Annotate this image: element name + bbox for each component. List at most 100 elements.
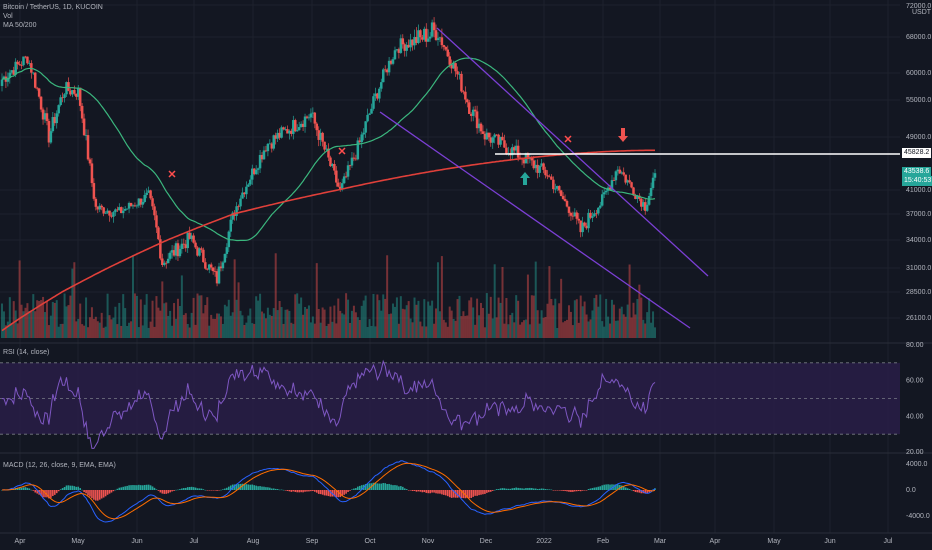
price-axis-label: 31000.0 <box>906 265 931 272</box>
volume-bar <box>497 297 500 338</box>
candle-body <box>204 262 207 269</box>
macd-histogram-bar <box>495 489 498 490</box>
candle-body <box>311 112 315 114</box>
volume-bar <box>395 297 398 338</box>
macd-histogram-bar <box>599 486 602 490</box>
macd-histogram-bar <box>227 486 230 490</box>
volume-bar <box>425 326 428 338</box>
macd-histogram-bar <box>22 487 25 490</box>
candle-body <box>403 44 406 51</box>
macd-histogram-bar <box>55 490 58 494</box>
candle-body <box>170 250 174 253</box>
volume-bar <box>294 294 297 338</box>
macd-histogram-bar <box>294 490 297 492</box>
macd-histogram-bar <box>351 489 353 490</box>
macd-histogram-bar <box>110 490 113 493</box>
macd-histogram-bar <box>382 483 385 490</box>
candle-body <box>610 180 614 191</box>
macd-histogram-bar <box>527 488 529 490</box>
symbol-legend[interactable]: Bitcoin / TetherUS, 1D, KUCOIN <box>3 4 103 11</box>
macd-histogram-bar <box>40 490 42 497</box>
volume-bar <box>49 315 52 338</box>
volume-bar <box>22 311 25 338</box>
volume-bar <box>403 309 406 338</box>
volume-bar <box>69 295 72 338</box>
candle-body <box>628 180 631 183</box>
macd-histogram-bar <box>491 490 494 491</box>
macd-axis-label: -4000.0 <box>906 513 930 520</box>
macd-histogram-bar <box>81 489 83 491</box>
macd-histogram-bar <box>147 484 150 490</box>
volume-bar <box>560 278 563 338</box>
volume-bar <box>386 255 389 338</box>
volume-bar <box>470 297 473 338</box>
macd-histogram-bar <box>497 489 500 490</box>
macd-histogram-bar <box>167 490 169 494</box>
candle-body <box>96 206 100 210</box>
macd-histogram-bar <box>204 489 207 491</box>
candle-body <box>393 50 397 60</box>
candle-body <box>55 113 58 124</box>
rsi-axis-label: 80.00 <box>906 342 924 349</box>
candle-body <box>307 117 311 119</box>
macd-histogram-bar <box>42 490 44 498</box>
candle-body <box>411 39 414 46</box>
rsi-legend[interactable]: RSI (14, close) <box>3 349 50 356</box>
macd-histogram-bar <box>155 489 158 490</box>
volume-bar <box>644 323 647 338</box>
volume-bar <box>436 262 439 338</box>
candle-body <box>92 183 96 199</box>
candle-body <box>425 28 428 42</box>
macd-histogram-bar <box>636 490 639 493</box>
candle-body <box>59 97 62 106</box>
candle-body <box>591 216 594 218</box>
candle-body <box>419 30 422 38</box>
macd-legend[interactable]: MACD (12, 26, close, 9, EMA, EMA) <box>3 462 116 469</box>
volume-bar <box>505 298 508 338</box>
volume-bar <box>30 311 33 338</box>
candle-body <box>249 179 252 185</box>
candle-body <box>634 195 637 199</box>
candle-body <box>301 123 305 127</box>
macd-histogram-bar <box>91 490 93 499</box>
candle-body <box>469 113 473 116</box>
volume-bar <box>65 306 68 338</box>
volume-bar <box>100 312 103 338</box>
volume-bar <box>564 321 567 338</box>
macd-histogram-bar <box>368 483 371 490</box>
macd-histogram-bar <box>552 490 555 491</box>
macd-histogram-bar <box>345 490 347 494</box>
volume-bar <box>10 324 13 338</box>
macd-histogram-bar <box>562 490 564 491</box>
volume-bar <box>67 305 70 338</box>
volume-bar <box>573 300 576 338</box>
macd-histogram-bar <box>159 490 162 493</box>
candle-body <box>49 131 53 143</box>
macd-histogram-bar <box>181 488 183 490</box>
volume-bar <box>180 275 183 338</box>
volume-bar <box>571 325 574 338</box>
candle-body <box>501 136 504 141</box>
candle-body <box>258 154 262 169</box>
volume-bar <box>349 322 352 338</box>
volume-bar <box>102 327 105 338</box>
candle-body <box>632 187 635 196</box>
macd-histogram-bar <box>409 490 412 491</box>
macd-histogram-bar <box>259 486 261 490</box>
ma-legend[interactable]: MA 50/200 <box>3 22 37 29</box>
volume-legend[interactable]: Vol <box>3 13 13 20</box>
candle-body <box>71 90 74 95</box>
macd-histogram-bar <box>343 490 345 495</box>
candle-body <box>378 88 381 99</box>
candle-body <box>499 136 502 145</box>
volume-bar <box>384 298 387 338</box>
macd-histogram-bar <box>638 490 641 493</box>
macd-histogram-bar <box>212 490 214 491</box>
macd-histogram-bar <box>87 490 89 496</box>
macd-histogram-bar <box>550 489 553 491</box>
macd-histogram-bar <box>646 490 648 494</box>
candle-body <box>385 69 389 73</box>
volume-bar <box>370 325 373 338</box>
volume-bar <box>464 315 467 338</box>
